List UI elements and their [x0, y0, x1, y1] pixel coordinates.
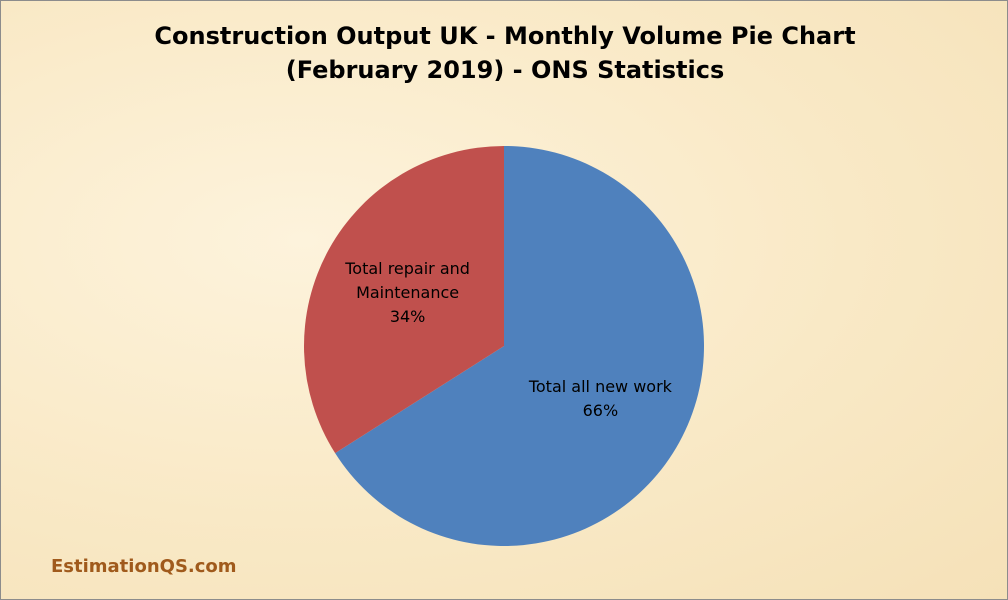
slice-label: Total all new work 66% — [525, 375, 675, 423]
pie-slice — [304, 146, 504, 454]
slice-value-label: 34% — [389, 307, 426, 326]
slice-label: Total repair and Maintenance 34% — [333, 257, 483, 329]
chart-title: Construction Output UK - Monthly Volume … — [154, 22, 856, 84]
pie-slice — [335, 146, 704, 546]
slice-category: Total all new work — [528, 376, 672, 396]
slice-value-label: 66% — [582, 400, 619, 420]
slice-category: Total repair and Maintenance — [345, 259, 470, 302]
watermark: EstimationQS.com — [51, 556, 237, 577]
